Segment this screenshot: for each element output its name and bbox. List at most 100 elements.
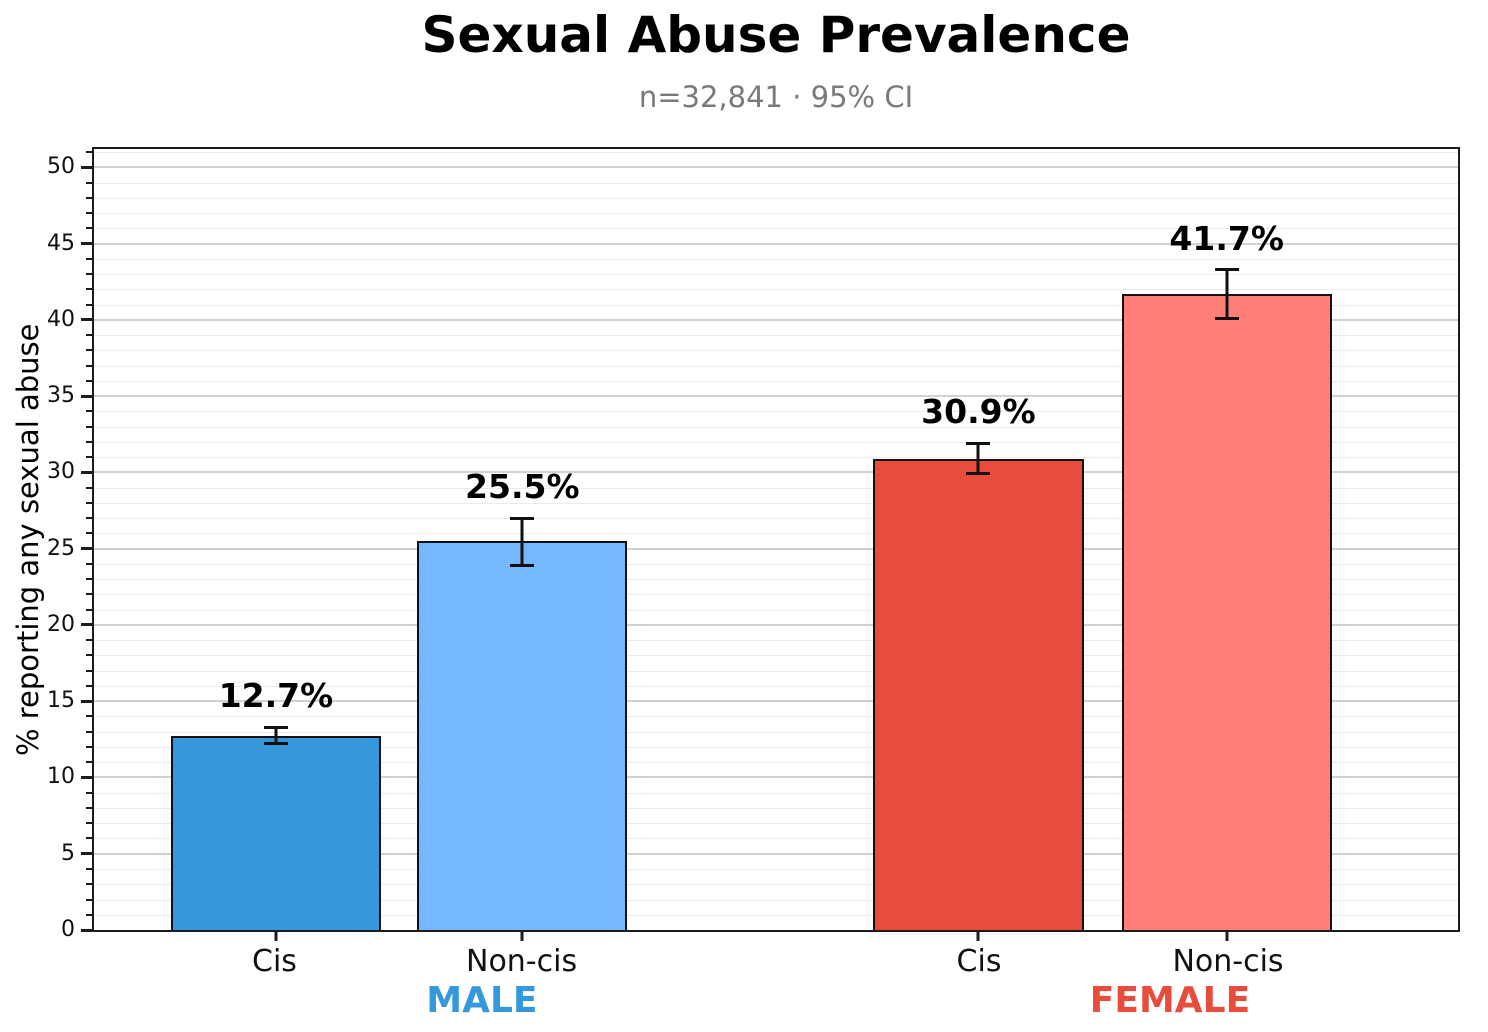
x-tick-label-female-non-cis: Non-cis bbox=[1172, 944, 1284, 979]
gridline-minor bbox=[94, 426, 1458, 428]
gridline-minor bbox=[94, 899, 1458, 901]
y-axis-tick-label: 10 bbox=[47, 764, 75, 790]
y-axis-minor-tick bbox=[86, 806, 92, 809]
error-bar-cap-top bbox=[510, 516, 535, 520]
gridline-minor bbox=[94, 487, 1458, 489]
y-axis-minor-tick bbox=[86, 745, 92, 748]
gridline-major bbox=[94, 242, 1458, 245]
y-axis-tick-label: 30 bbox=[47, 459, 75, 485]
gridline-major bbox=[94, 700, 1458, 703]
gridline-minor bbox=[94, 441, 1458, 443]
gridline-major bbox=[94, 318, 1458, 321]
error-bar-cap-bottom bbox=[1214, 316, 1239, 320]
gridline-minor bbox=[94, 228, 1458, 230]
y-axis-minor-tick bbox=[86, 883, 92, 886]
gridline-minor bbox=[94, 655, 1458, 657]
y-axis-minor-tick bbox=[86, 456, 92, 459]
y-axis-tick-label: 5 bbox=[61, 840, 75, 866]
error-bar-female-cis bbox=[976, 443, 980, 474]
y-axis-minor-tick bbox=[86, 425, 92, 428]
x-tick-label-male-cis: Cis bbox=[252, 944, 297, 979]
y-axis-tick bbox=[81, 775, 92, 779]
gridline-minor bbox=[94, 792, 1458, 794]
x-axis-tick bbox=[1225, 932, 1229, 941]
y-axis-minor-tick bbox=[86, 181, 92, 184]
y-axis-tick-label: 25 bbox=[47, 535, 75, 561]
bar-female-cis bbox=[873, 458, 1084, 930]
y-axis-tick-label: 15 bbox=[47, 688, 75, 714]
error-bar-cap-bottom bbox=[966, 472, 991, 476]
gridline-minor bbox=[94, 914, 1458, 916]
gridline-major bbox=[94, 623, 1458, 626]
x-axis-tick bbox=[274, 932, 278, 941]
y-axis-tick bbox=[81, 242, 92, 246]
gridline-minor bbox=[94, 594, 1458, 596]
y-axis-tick-label: 50 bbox=[47, 154, 75, 180]
y-axis-minor-tick bbox=[86, 334, 92, 337]
gridline-minor bbox=[94, 838, 1458, 840]
error-bar-male-cis bbox=[274, 727, 278, 744]
error-bar-cap-bottom bbox=[510, 563, 535, 567]
y-axis-minor-tick bbox=[86, 486, 92, 489]
error-bar-cap-top bbox=[263, 725, 288, 729]
gridline-minor bbox=[94, 533, 1458, 535]
y-axis-tick-label: 20 bbox=[47, 611, 75, 637]
chart-title: Sexual Abuse Prevalence bbox=[421, 6, 1131, 64]
bar-female-non-cis bbox=[1121, 293, 1332, 930]
y-axis-tick bbox=[81, 699, 92, 703]
gridline-minor bbox=[94, 884, 1458, 886]
gridline-minor bbox=[94, 640, 1458, 642]
y-axis-minor-tick bbox=[86, 730, 92, 733]
y-axis-minor-tick bbox=[86, 349, 92, 352]
gridline-minor bbox=[94, 609, 1458, 611]
gridline-major bbox=[94, 852, 1458, 855]
y-axis-minor-tick bbox=[86, 608, 92, 611]
y-axis-minor-tick bbox=[86, 151, 92, 154]
y-axis-minor-tick bbox=[86, 517, 92, 520]
gridline-minor bbox=[94, 518, 1458, 520]
value-label-male-cis: 12.7% bbox=[218, 676, 334, 716]
gridline-minor bbox=[94, 213, 1458, 215]
gridline-minor bbox=[94, 579, 1458, 581]
y-axis-minor-tick bbox=[86, 501, 92, 504]
y-axis-minor-tick bbox=[86, 364, 92, 367]
gridline-minor bbox=[94, 746, 1458, 748]
y-axis-minor-tick bbox=[86, 303, 92, 306]
error-bar-cap-top bbox=[966, 441, 991, 445]
y-axis-tick-label: 35 bbox=[47, 383, 75, 409]
gridline-major bbox=[94, 395, 1458, 398]
gridline-minor bbox=[94, 197, 1458, 199]
y-axis-minor-tick bbox=[86, 669, 92, 672]
y-axis-minor-tick bbox=[86, 837, 92, 840]
gridline-minor bbox=[94, 350, 1458, 352]
value-label-female-cis: 30.9% bbox=[921, 392, 1036, 432]
y-axis-tick bbox=[81, 852, 92, 856]
gridline-minor bbox=[94, 304, 1458, 306]
y-axis-minor-tick bbox=[86, 273, 92, 276]
gridline-minor bbox=[94, 380, 1458, 382]
y-axis-tick-label: 45 bbox=[47, 230, 75, 256]
gridline-major bbox=[94, 547, 1458, 550]
y-axis-tick-label: 0 bbox=[61, 917, 75, 942]
y-axis-tick bbox=[81, 394, 92, 398]
x-axis-tick bbox=[520, 932, 524, 941]
chart-subtitle: n=32,841 · 95% CI bbox=[638, 80, 914, 114]
bar-male-non-cis bbox=[417, 541, 628, 930]
y-axis-minor-tick bbox=[86, 562, 92, 565]
y-axis-minor-tick bbox=[86, 212, 92, 215]
y-axis-tick bbox=[81, 318, 92, 322]
x-tick-label-female-cis: Cis bbox=[956, 944, 1002, 979]
gridline-major bbox=[94, 776, 1458, 779]
group-label-male: MALE bbox=[426, 980, 538, 1021]
y-axis-tick bbox=[81, 547, 92, 551]
error-bar-female-non-cis bbox=[1225, 269, 1229, 319]
y-axis-minor-tick bbox=[86, 684, 92, 687]
gridline-minor bbox=[94, 502, 1458, 504]
y-axis-minor-tick bbox=[86, 791, 92, 794]
gridline-minor bbox=[94, 563, 1458, 565]
value-label-male-non-cis: 25.5% bbox=[465, 467, 580, 507]
y-axis-minor-tick bbox=[86, 578, 92, 581]
y-axis-minor-tick bbox=[86, 822, 92, 825]
error-bar-cap-bottom bbox=[263, 742, 288, 746]
